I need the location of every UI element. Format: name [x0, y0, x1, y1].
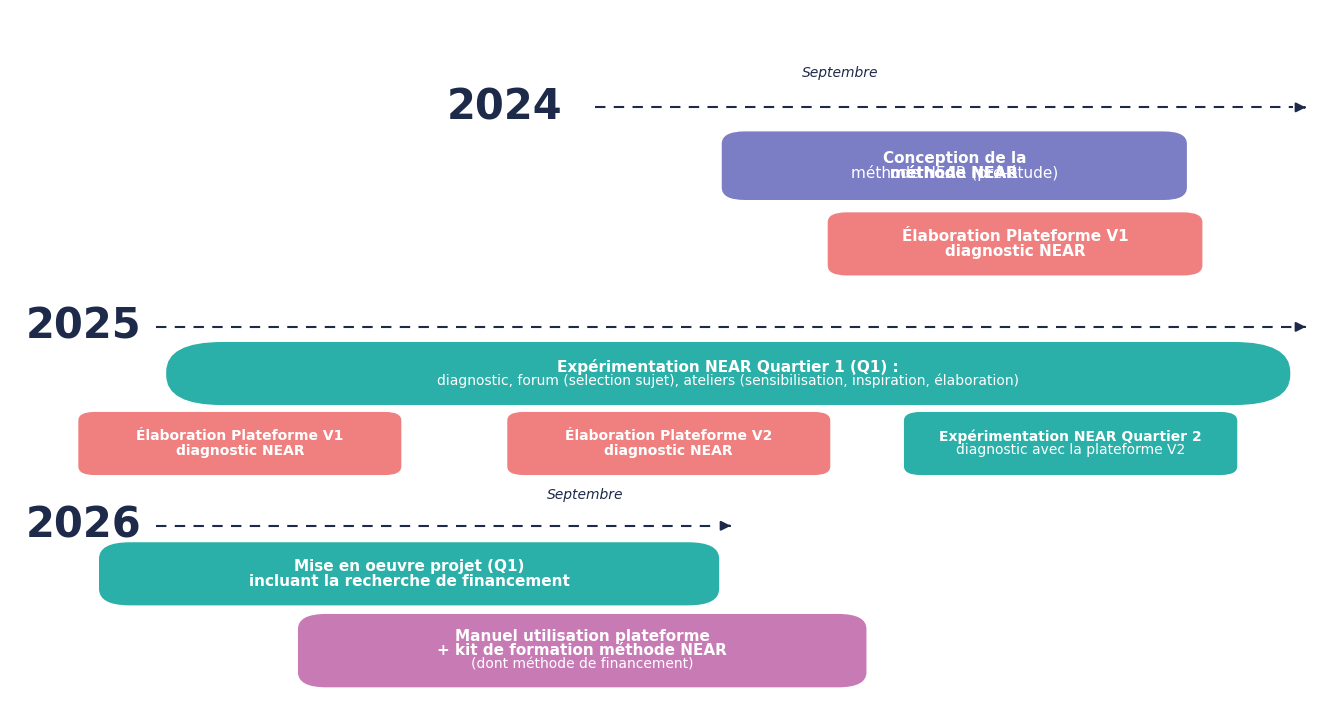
- Text: méthode NEAR: méthode NEAR: [890, 166, 1018, 180]
- Text: 2024: 2024: [446, 87, 562, 129]
- Text: diagnostic NEAR: diagnostic NEAR: [944, 244, 1086, 259]
- Text: diagnostic, forum (selection sujet), ateliers (sensibilisation, inspiration, éla: diagnostic, forum (selection sujet), ate…: [437, 373, 1019, 388]
- FancyBboxPatch shape: [507, 412, 830, 475]
- Text: Septembre: Septembre: [802, 66, 879, 80]
- Text: méthode NEAR (pré-étude): méthode NEAR (pré-étude): [851, 165, 1058, 181]
- Text: 2025: 2025: [25, 306, 141, 348]
- Text: 2026: 2026: [25, 505, 141, 547]
- Text: diagnostic avec la plateforme V2: diagnostic avec la plateforme V2: [956, 443, 1185, 457]
- Text: Élaboration Plateforme V2: Élaboration Plateforme V2: [565, 429, 773, 443]
- Text: Élaboration Plateforme V1: Élaboration Plateforme V1: [136, 429, 344, 443]
- Text: incluant la recherche de financement: incluant la recherche de financement: [249, 574, 570, 589]
- Text: + kit de formation méthode NEAR: + kit de formation méthode NEAR: [437, 643, 727, 658]
- FancyBboxPatch shape: [79, 412, 401, 475]
- Text: Expérimentation NEAR Quartier 2: Expérimentation NEAR Quartier 2: [939, 430, 1201, 444]
- Text: méthode NEAR: méthode NEAR: [890, 166, 1018, 180]
- Text: diagnostic NEAR: diagnostic NEAR: [176, 444, 304, 458]
- Text: Septembre: Septembre: [546, 488, 623, 502]
- Text: (dont méthode de financement): (dont méthode de financement): [472, 657, 694, 671]
- Text: méthode NEAR (pré-étude): méthode NEAR (pré-étude): [851, 165, 1058, 181]
- Text: diagnostic NEAR: diagnostic NEAR: [605, 444, 733, 458]
- FancyBboxPatch shape: [298, 614, 866, 687]
- FancyBboxPatch shape: [722, 131, 1187, 200]
- Text: Manuel utilisation plateforme: Manuel utilisation plateforme: [454, 630, 710, 645]
- FancyBboxPatch shape: [827, 212, 1203, 276]
- FancyBboxPatch shape: [166, 342, 1291, 405]
- Text: Mise en oeuvre projet (Q1): Mise en oeuvre projet (Q1): [294, 559, 525, 574]
- Text: Expérimentation NEAR Quartier 1 (Q1) :: Expérimentation NEAR Quartier 1 (Q1) :: [557, 359, 899, 375]
- FancyBboxPatch shape: [904, 412, 1237, 475]
- Text: Élaboration Plateforme V1: Élaboration Plateforme V1: [902, 229, 1128, 244]
- Text: Conception de la: Conception de la: [883, 151, 1026, 165]
- FancyBboxPatch shape: [99, 542, 719, 605]
